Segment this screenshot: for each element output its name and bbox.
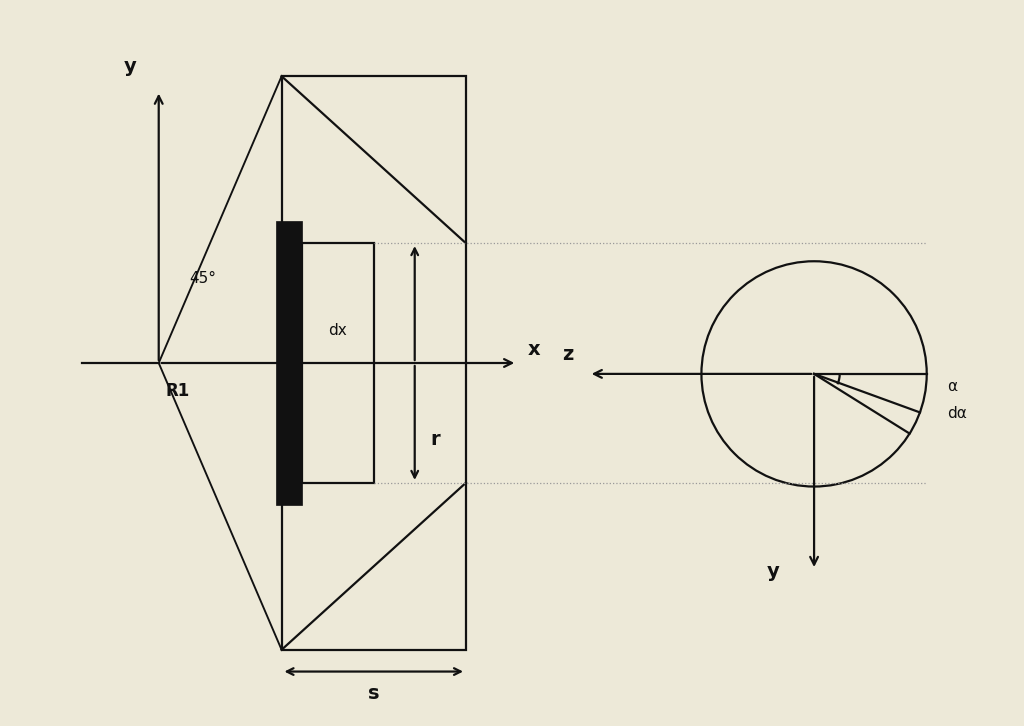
Text: r: r bbox=[430, 430, 439, 449]
Text: x: x bbox=[527, 340, 540, 359]
Text: z: z bbox=[562, 346, 573, 364]
Text: dα: dα bbox=[947, 407, 967, 421]
Text: s: s bbox=[368, 684, 380, 703]
Text: dx: dx bbox=[329, 322, 347, 338]
Polygon shape bbox=[276, 221, 302, 505]
Text: 45°: 45° bbox=[189, 271, 216, 285]
Text: y: y bbox=[767, 562, 779, 581]
Text: y: y bbox=[124, 57, 136, 76]
Text: R1: R1 bbox=[165, 382, 189, 399]
Text: α: α bbox=[947, 379, 957, 393]
